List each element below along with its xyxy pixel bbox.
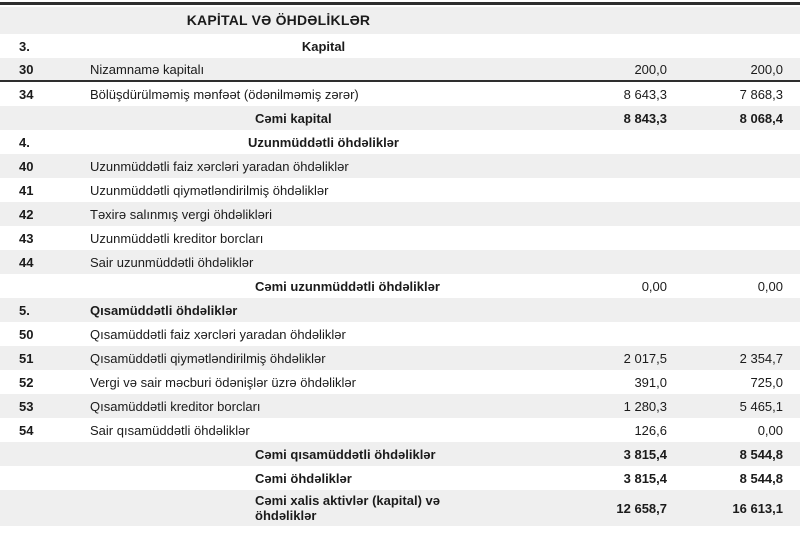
row-label: Uzunmüddətli öhdəliklər (248, 134, 399, 150)
row-value-1: 8 643,3 (623, 86, 667, 102)
row-label: Bölüşdürülməmiş mənfəət (ödənilməmiş zər… (90, 86, 359, 102)
row-code: 52 (19, 374, 34, 390)
top-divider-rule (0, 2, 800, 5)
row-value-2: 7 868,3 (739, 86, 783, 102)
row-label: Qısamüddətli faiz xərcləri yaradan öhdəl… (90, 326, 346, 342)
table-row: Cəmi uzunmüddətli öhdəliklər 0,00 0,00 (0, 274, 800, 298)
table-row: Cəmi qısamüddətli öhdəliklər 3 815,4 8 544… (0, 442, 800, 466)
row-code: 40 (19, 158, 34, 174)
row-code: 5. (19, 302, 30, 318)
row-code: 3. (19, 38, 30, 54)
row-value-1: 12 658,7 (616, 500, 667, 516)
row-value-1: 2 017,5 (623, 350, 667, 366)
row-code: 50 (19, 326, 34, 342)
table-row: 43 Uzunmüddətli kreditor borcları (0, 226, 800, 250)
row-label: Cəmi kapital (255, 110, 332, 126)
table-row: KAPİTAL VƏ ÖHDƏLİKLƏR (0, 7, 800, 34)
row-value-2: 8 544,8 (739, 470, 783, 486)
row-label: Sair uzunmüddətli öhdəliklər (90, 254, 254, 270)
row-label: Nizamnamə kapitalı (90, 61, 205, 77)
row-code: 4. (19, 134, 30, 150)
row-value-1: 126,6 (634, 422, 667, 438)
row-label: Təxirə salınmış vergi öhdəlikləri (90, 206, 273, 222)
table-row: 42 Təxirə salınmış vergi öhdəlikləri (0, 202, 800, 226)
table-row: 4. Uzunmüddətli öhdəliklər (0, 130, 800, 154)
row-value-2: 200,0 (750, 61, 783, 77)
row-value-2: 8 068,4 (739, 110, 783, 126)
row-label: Uzunmüddətli kreditor borcları (90, 230, 264, 246)
table-row: 34 Bölüşdürülməmiş mənfəət (ödənilməmiş z… (0, 82, 800, 106)
table-row: 54 Sair qısamüddətli öhdəliklər 126,6 0,00 (0, 418, 800, 442)
row-value-2: 5 465,1 (739, 398, 783, 414)
row-value-1: 391,0 (634, 374, 667, 390)
balance-table: KAPİTAL VƏ ÖHDƏLİKLƏR 3. Kapital 30 Nizamnam… (0, 7, 800, 526)
row-value-2: 725,0 (750, 374, 783, 390)
row-label: Uzunmüddətli faiz xərcləri yaradan öhdəl… (90, 158, 349, 174)
row-code: 30 (19, 61, 34, 77)
row-code: 43 (19, 230, 34, 246)
row-label: Kapital (301, 38, 346, 54)
row-label: Qısamüddətli qiymətləndirilmiş öhdəliklə… (90, 350, 326, 366)
table-row: 53 Qısamüddətli kreditor borcları 1 280,3 5… (0, 394, 800, 418)
row-value-2: 0,00 (757, 278, 783, 294)
row-label: Qısamüddətli kreditor borcları (90, 398, 261, 414)
row-value-1: 0,00 (641, 278, 667, 294)
row-value-1: 3 815,4 (623, 470, 667, 486)
table-row: Cəmi kapital 8 843,3 8 068,4 (0, 106, 800, 130)
table-row: 3. Kapital (0, 34, 800, 58)
row-label: Qısamüddətli öhdəliklər (90, 302, 238, 318)
row-label: Sair qısamüddətli öhdəliklər (90, 422, 250, 438)
row-code: 41 (19, 182, 34, 198)
row-label: Cəmi uzunmüddətli öhdəliklər (255, 278, 440, 294)
row-value-2: 2 354,7 (739, 350, 783, 366)
row-label: Cəmi xalis aktivlər (kapital) və öhdəlik… (255, 493, 440, 523)
row-label: Vergi və sair məcburi ödənişlər üzrə öhd… (90, 374, 356, 390)
row-code: 53 (19, 398, 34, 414)
row-code: 54 (19, 422, 34, 438)
row-value-1: 1 280,3 (623, 398, 667, 414)
row-value-2: 0,00 (757, 422, 783, 438)
row-code: 44 (19, 254, 34, 270)
row-value-2: 16 613,1 (732, 500, 783, 516)
row-code: 42 (19, 206, 34, 222)
table-row: 50 Qısamüddətli faiz xərcləri yaradan öhd… (0, 322, 800, 346)
table-row: Cəmi xalis aktivlər (kapital) və öhdəlik… (0, 490, 800, 526)
table-row: Cəmi öhdəliklər 3 815,4 8 544,8 (0, 466, 800, 490)
row-label: Uzunmüddətli qiymətləndirilmiş öhdəliklə… (90, 182, 329, 198)
table-row: 52 Vergi və sair məcburi ödənişlər üzrə ö… (0, 370, 800, 394)
table-row: 40 Uzunmüddətli faiz xərcləri yaradan öhd… (0, 154, 800, 178)
table-title: KAPİTAL VƏ ÖHDƏLİKLƏR (186, 12, 371, 28)
row-code: 34 (19, 86, 34, 102)
table-row: 41 Uzunmüddətli qiymətləndirilmiş öhdəlik… (0, 178, 800, 202)
row-value-1: 200,0 (634, 61, 667, 77)
table-row: 51 Qısamüddətli qiymətləndirilmiş öhdəlik… (0, 346, 800, 370)
row-value-2: 8 544,8 (739, 446, 783, 462)
row-value-1: 8 843,3 (623, 110, 667, 126)
table-row: 30 Nizamnamə kapitalı 200,0 200,0 (0, 58, 800, 82)
table-row: 5. Qısamüddətli öhdəliklər (0, 298, 800, 322)
row-label: Cəmi öhdəliklər (255, 470, 352, 486)
row-label: Cəmi qısamüddətli öhdəliklər (255, 446, 436, 462)
table-row: 44 Sair uzunmüddətli öhdəliklər (0, 250, 800, 274)
row-code: 51 (19, 350, 34, 366)
row-value-1: 3 815,4 (623, 446, 667, 462)
